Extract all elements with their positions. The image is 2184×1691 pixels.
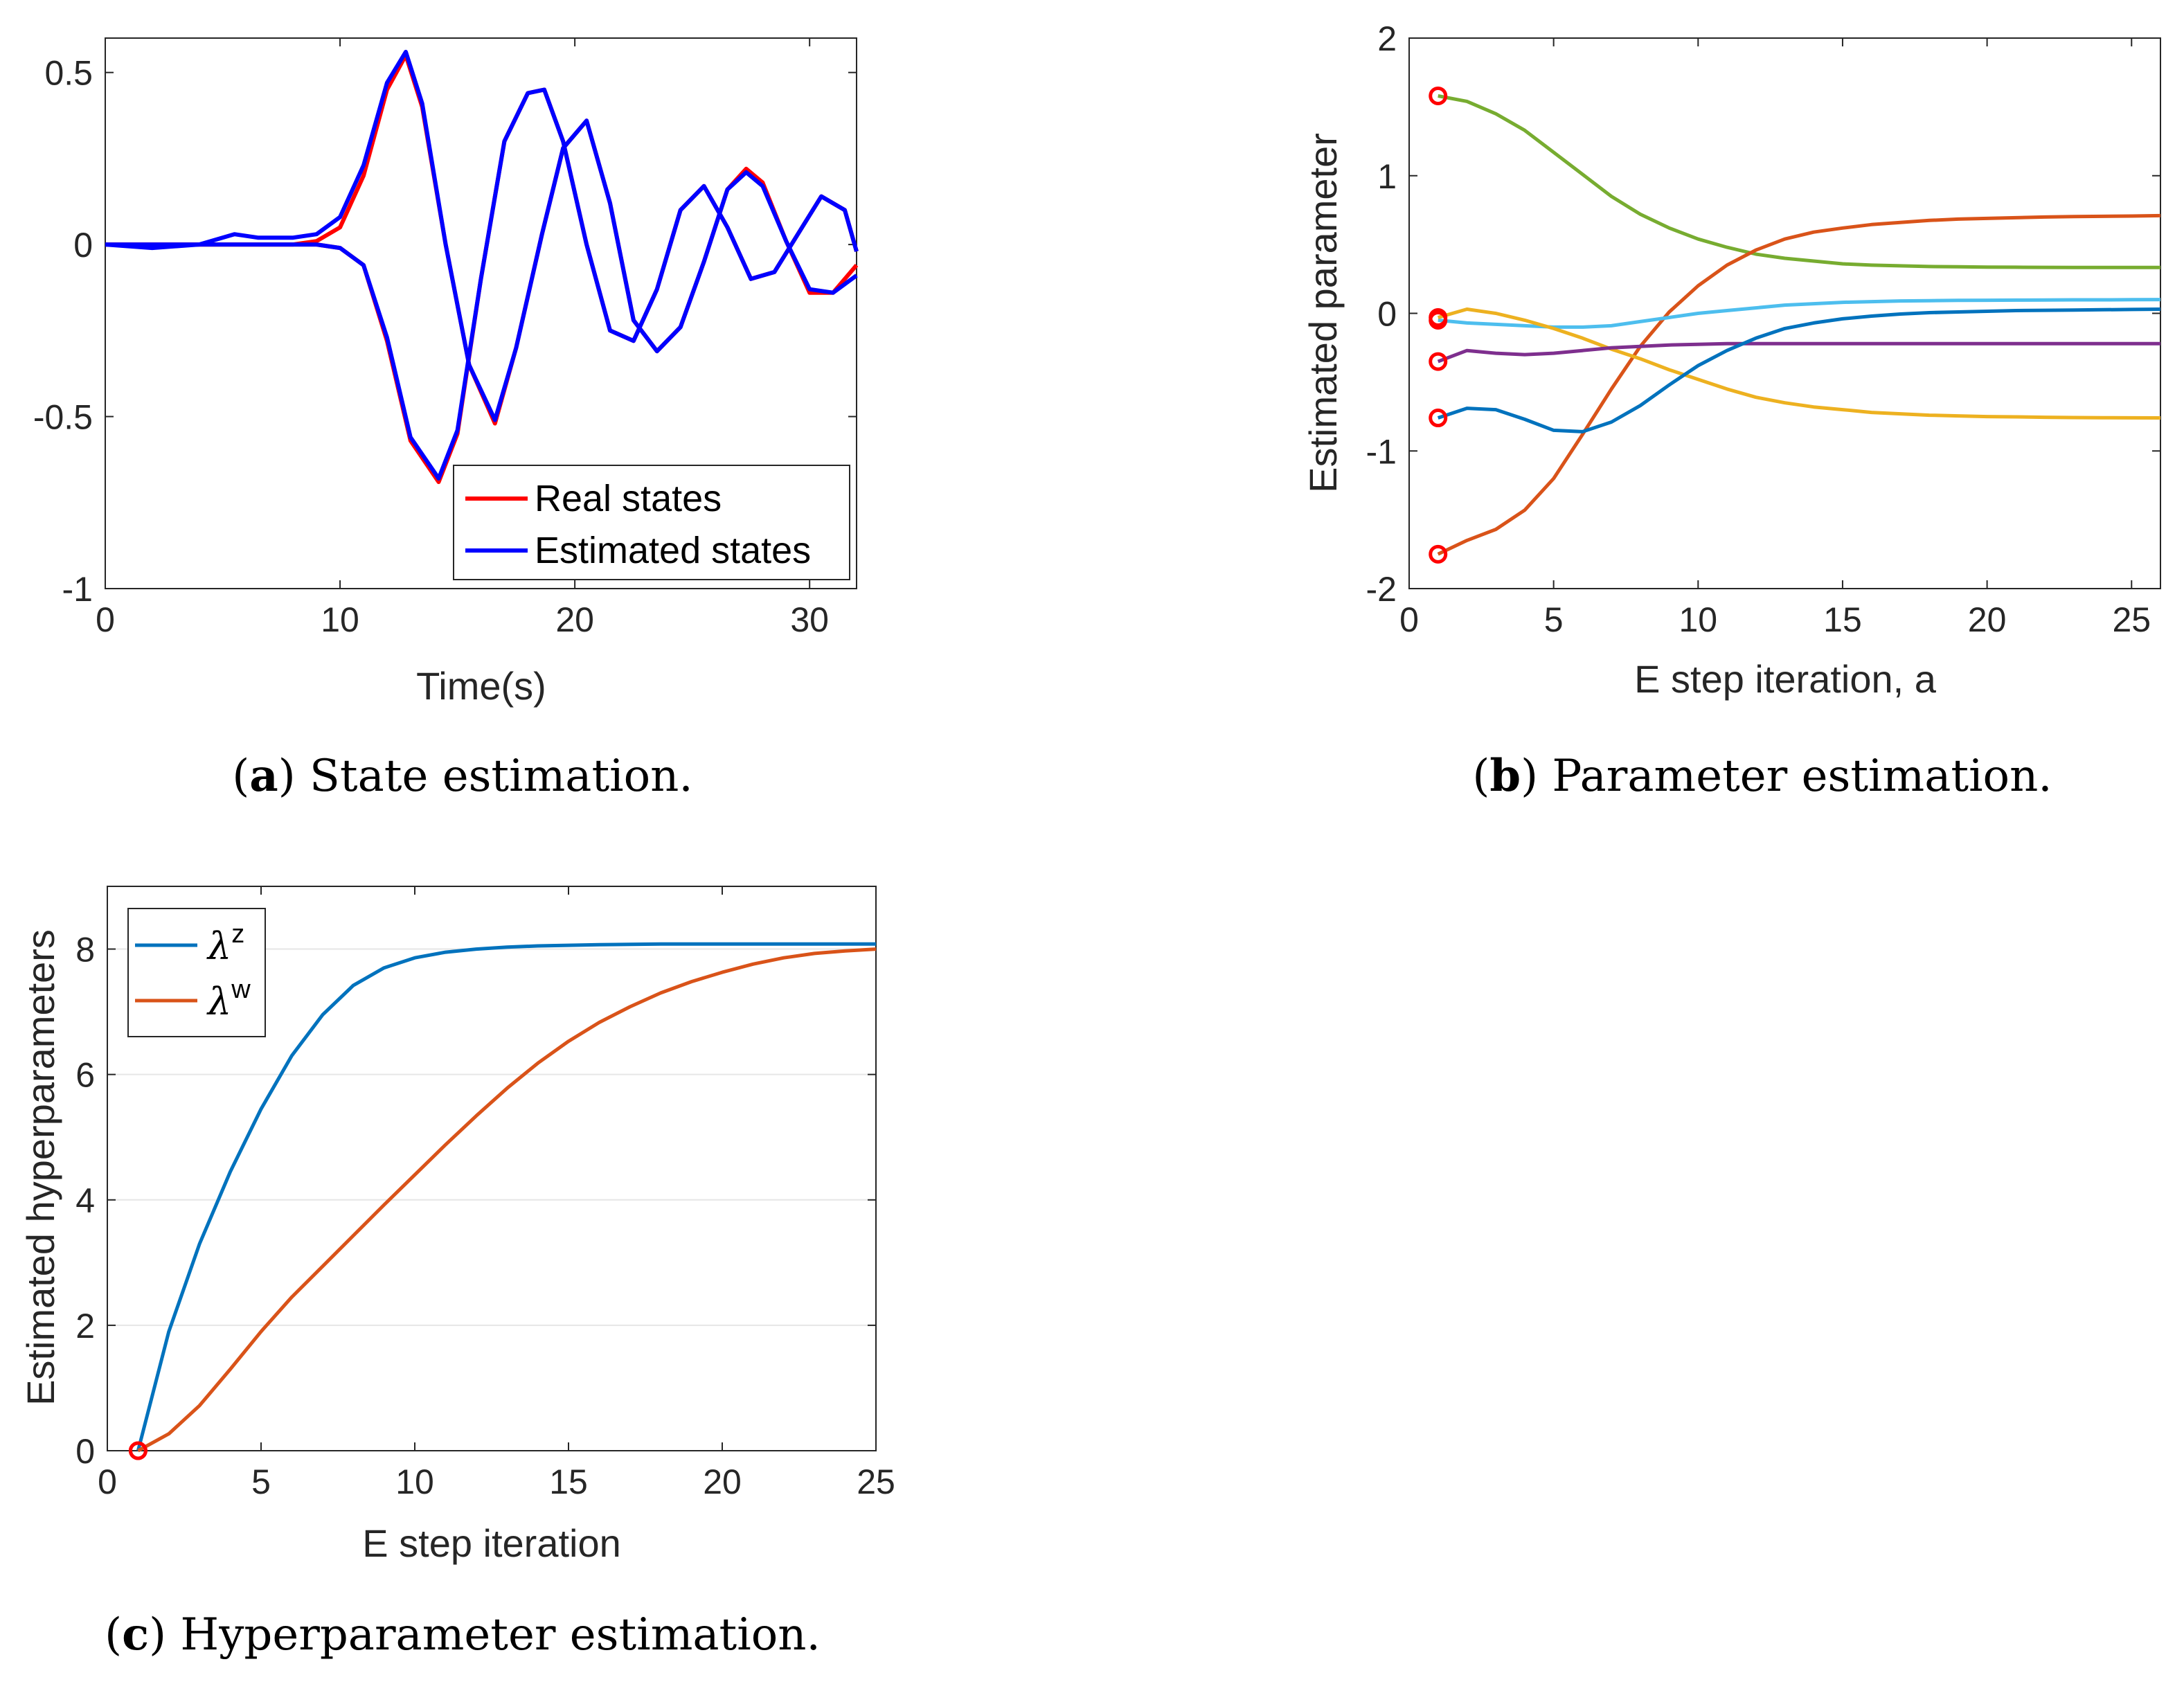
panel-b-xtick-label: 5: [1544, 600, 1564, 639]
panel-c-initial-markers: [128, 1441, 147, 1460]
panel-a-legend-label-real: Real states: [535, 478, 722, 519]
panel-b-xtick-label: 15: [1823, 600, 1862, 639]
panel-c-caption: (c) Hyperparameter estimation.: [105, 1609, 821, 1661]
panel-c-y-ticks: 0 2 4 6 8: [75, 931, 876, 1471]
panel-b-initial-markers: [1429, 86, 1448, 564]
panel-b-series-line-3: [1438, 307, 2161, 420]
panel-b-axes-frame: [1408, 37, 2161, 589]
panel-b-y-ticks: -2 -1 0 1 2: [1366, 19, 2160, 609]
panel-b-ytick-label: 1: [1377, 157, 1397, 196]
panel-b-series-line-0: [1438, 94, 2160, 269]
panel-b-caption: (b) Parameter estimation.: [1472, 750, 2052, 802]
panel-c-start-marker-1: [128, 1441, 147, 1460]
panel-c-caption-letter: c: [122, 1609, 149, 1661]
panel-a-xtick-label: 10: [321, 600, 359, 639]
panel-b-start-marker-3: [1429, 307, 1448, 327]
panel-c-axes-frame: [107, 886, 877, 1451]
panel-b-x-axis-label: E step iteration, a: [1634, 657, 1937, 701]
panel-a-caption-text: State estimation.: [296, 751, 693, 802]
panel-c-series-lines: [136, 942, 877, 1453]
panel-b-parameter-estimation: 0 5 10 15 20 25 -2 -1 0 1 2 E step iteration, a E…: [1301, 19, 2161, 802]
panel-a-axes-frame: [105, 37, 857, 589]
panel-b-start-marker-4: [1429, 352, 1448, 371]
panel-b-xtick-label: 10: [1679, 600, 1717, 639]
panel-c-ytick-label: 0: [75, 1432, 95, 1471]
panel-a-y-ticks: -1 -0.5 0 0.5: [33, 54, 857, 609]
panel-c-legend-box: [127, 908, 266, 1037]
panel-c-ytick-label: 8: [75, 931, 95, 969]
panel-a-legend: Real states Estimated states: [453, 465, 850, 580]
panel-a-x-axis-label: Time(s): [416, 664, 546, 708]
panel-a-ytick-label: 0.5: [44, 54, 93, 93]
panel-c-y-axis-label: Estimated hyperparameters: [19, 929, 62, 1406]
panel-b-series-lines: [1437, 94, 2161, 556]
panel-b-series-line-4: [1437, 341, 2160, 364]
panel-c-xtick-label: 10: [395, 1462, 434, 1501]
panel-b-series-line-1: [1437, 213, 2161, 556]
panel-a-series-line-2: [105, 49, 858, 422]
panel-c-x-ticks: 0 5 10 15 20 25: [98, 886, 895, 1501]
panel-c-legend-label-lambda-z: λz: [206, 920, 244, 968]
panel-b-ytick-label: 0: [1377, 295, 1397, 334]
panel-a-x-ticks: 0 10 20 30: [96, 38, 829, 639]
panel-a-ytick-label: 0: [73, 226, 93, 265]
panel-c-legend: λz λw: [127, 908, 266, 1037]
panel-c-xtick-label: 20: [703, 1462, 742, 1501]
panel-c-ytick-label: 4: [75, 1181, 95, 1220]
panel-a-legend-label-estimated: Estimated states: [535, 530, 811, 571]
panel-c-legend-lambda-w-symbol: λ: [206, 980, 231, 1023]
panel-c-xtick-label: 15: [549, 1462, 588, 1501]
panel-c-series-line-0: [136, 942, 876, 1451]
panel-b-xtick-label: 25: [2112, 600, 2151, 639]
panel-b-x-ticks: 0 5 10 15 20 25: [1399, 38, 2151, 639]
panel-a-caption: (a) State estimation.: [232, 750, 692, 802]
panel-c-xtick-label: 0: [98, 1462, 117, 1501]
panel-c-ytick-label: 6: [75, 1056, 95, 1095]
panel-b-xtick-label: 20: [1968, 600, 2007, 639]
panel-a-caption-letter: a: [249, 750, 278, 802]
panel-b-series-line-5: [1437, 307, 2161, 433]
panel-c-legend-lambda-z-symbol: λ: [206, 924, 231, 968]
panel-b-ytick-label: -1: [1366, 432, 1397, 471]
panel-c-ytick-label: 2: [75, 1307, 95, 1345]
panel-c-xtick-label: 25: [857, 1462, 895, 1501]
panel-c-x-axis-label: E step iteration: [362, 1521, 621, 1565]
panel-c-xtick-label: 5: [251, 1462, 271, 1501]
panel-b-ytick-label: -2: [1366, 570, 1397, 609]
panel-a-series-lines: [105, 49, 859, 484]
panel-a-xtick-label: 30: [790, 600, 829, 639]
panel-a-xtick-label: 20: [555, 600, 594, 639]
panel-b-y-axis-label: Estimated parameter: [1301, 133, 1345, 493]
panel-c-legend-label-lambda-w: λw: [206, 975, 251, 1023]
panel-c-series-line-1: [137, 947, 877, 1453]
panel-b-ytick-label: 2: [1377, 19, 1397, 58]
panel-c-hyperparameter-estimation: 0 5 10 15 20 25 0 2 4 6 8 E step iteration Estima…: [19, 886, 895, 1661]
panel-b-series-line-2: [1438, 298, 2161, 329]
panel-b-start-marker-1: [1429, 544, 1448, 564]
panel-a-xtick-label: 0: [96, 600, 115, 639]
panel-a-state-estimation: 0 10 20 30 -1 -0.5 0 0.5 Time(s) Real states E…: [33, 37, 859, 802]
panel-c-legend-lambda-z-superscript: z: [231, 920, 244, 949]
panel-a-ytick-label: -0.5: [33, 398, 93, 437]
panel-b-start-marker-5: [1429, 409, 1448, 428]
panel-a-ytick-label: -1: [62, 570, 93, 609]
panel-a-series-line-3: [105, 87, 859, 481]
panel-c-caption-text: Hyperparameter estimation.: [166, 1609, 821, 1661]
panel-b-xtick-label: 0: [1399, 600, 1419, 639]
panel-c-legend-lambda-w-superscript: w: [231, 975, 251, 1004]
panel-b-caption-letter: b: [1489, 750, 1521, 802]
panel-b-caption-text: Parameter estimation.: [1538, 751, 2052, 802]
panel-a-legend-box: [453, 465, 850, 580]
panel-b-start-marker-0: [1429, 86, 1448, 105]
